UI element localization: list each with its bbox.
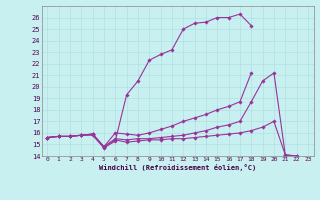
X-axis label: Windchill (Refroidissement éolien,°C): Windchill (Refroidissement éolien,°C)	[99, 164, 256, 171]
